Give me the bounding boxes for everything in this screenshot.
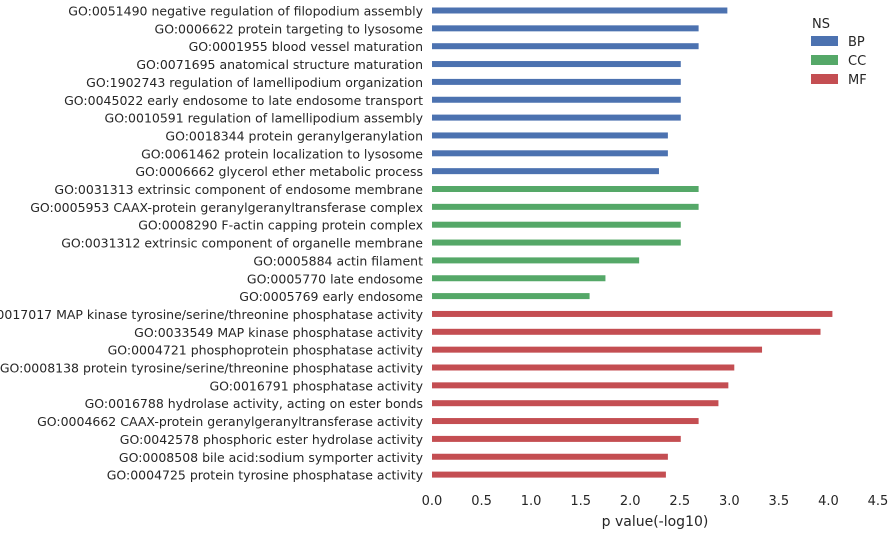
category-label-0: GO:0051490 negative regulation of filopo… (68, 4, 423, 19)
category-label-13: GO:0031312 extrinsic component of organe… (61, 236, 423, 251)
x-tick-label-0: 0.0 (422, 494, 443, 509)
category-label-2: GO:0001955 blood vessel maturation (189, 39, 423, 54)
bar-21 (432, 382, 729, 389)
x-ticks-group: 0.0 0.5 1.0 1.5 2.0 2.5 3.0 3.5 4.0 4.5 (422, 494, 889, 509)
category-label-7: GO:0018344 protein geranylgeranylation (165, 128, 423, 143)
bar-15 (432, 275, 606, 282)
category-label-5: GO:0045022 early endosome to late endoso… (64, 93, 423, 108)
category-label-26: GO:0004725 protein tyrosine phosphatase … (107, 468, 424, 483)
category-label-1: GO:0006622 protein targeting to lysosome (155, 21, 424, 36)
bars-group (432, 7, 833, 478)
category-labels-group: GO:0051490 negative regulation of filopo… (0, 4, 424, 483)
x-axis-label: p value(-log10) (602, 514, 709, 530)
legend-label-mf: MF (848, 73, 867, 88)
bar-23 (432, 418, 699, 425)
category-label-17: GO:0017017 MAP kinase tyrosine/serine/th… (0, 307, 424, 322)
bar-17 (432, 310, 833, 317)
x-tick-label-8: 4.0 (818, 494, 839, 509)
category-label-23: GO:0004662 CAAX-protein geranylgeranyltr… (37, 414, 424, 429)
category-label-4: GO:1902743 regulation of lamellipodium o… (86, 75, 423, 90)
legend: NS BP CC MF (811, 17, 867, 88)
bar-10 (432, 186, 699, 192)
bar-4 (432, 78, 681, 85)
bar-12 (432, 221, 681, 228)
category-label-3: GO:0071695 anatomical structure maturati… (136, 57, 423, 72)
x-tick-label-9: 4.5 (868, 494, 889, 509)
bar-1 (432, 25, 699, 32)
x-tick-label-6: 3.0 (719, 494, 740, 509)
category-label-11: GO:0005953 CAAX-protein geranylgeranyltr… (30, 200, 423, 215)
x-tick-label-1: 0.5 (471, 494, 492, 509)
legend-swatch-cc (811, 55, 838, 65)
category-label-10: GO:0031313 extrinsic component of endoso… (54, 182, 423, 197)
bar-24 (432, 435, 681, 442)
bar-22 (432, 400, 719, 407)
bar-5 (432, 96, 681, 103)
category-label-15: GO:0005770 late endosome (247, 271, 423, 286)
bar-13 (432, 239, 681, 246)
category-label-8: GO:0061462 protein localization to lysos… (141, 146, 423, 161)
bar-14 (432, 257, 640, 264)
category-label-20: GO:0008138 protein tyrosine/serine/threo… (0, 361, 424, 376)
category-label-19: GO:0004721 phosphoprotein phosphatase ac… (108, 343, 424, 358)
category-label-21: GO:0016791 phosphatase activity (209, 378, 423, 393)
category-label-6: GO:0010591 regulation of lamellipodium a… (105, 111, 424, 126)
bar-0 (432, 7, 728, 14)
x-tick-label-2: 1.0 (521, 494, 542, 509)
category-label-22: GO:0016788 hydrolase activity, acting on… (85, 396, 423, 411)
bar-18 (432, 328, 821, 335)
category-label-25: GO:0008508 bile acid:sodium symporter ac… (119, 450, 424, 465)
category-label-16: GO:0005769 early endosome (239, 289, 423, 304)
category-label-24: GO:0042578 phosphoric ester hydrolase ac… (120, 432, 424, 447)
x-tick-label-5: 2.5 (669, 494, 690, 509)
category-label-14: GO:0005884 actin filament (253, 253, 423, 268)
bar-6 (432, 114, 681, 121)
legend-label-cc: CC (848, 54, 866, 69)
bar-8 (432, 150, 668, 157)
bar-3 (432, 61, 681, 68)
bar-11 (432, 203, 699, 210)
legend-swatch-bp (811, 36, 838, 46)
bar-16 (432, 293, 590, 300)
bar-2 (432, 43, 699, 50)
legend-swatch-mf (811, 74, 838, 84)
bar-25 (432, 453, 668, 460)
bar-7 (432, 132, 668, 139)
x-tick-label-4: 2.0 (620, 494, 641, 509)
bar-20 (432, 364, 735, 371)
legend-label-bp: BP (848, 35, 865, 50)
bar-26 (432, 471, 666, 478)
category-label-9: GO:0006662 glycerol ether metabolic proc… (135, 164, 423, 179)
legend-items: BP CC MF (811, 35, 867, 88)
category-label-18: GO:0033549 MAP kinase phosphatase activi… (134, 325, 423, 340)
x-tick-label-7: 3.5 (769, 494, 790, 509)
legend-title: NS (812, 17, 830, 32)
bar-19 (432, 346, 763, 353)
bar-9 (432, 168, 659, 175)
category-label-12: GO:0008290 F-actin capping protein compl… (138, 218, 423, 233)
x-tick-label-3: 1.5 (570, 494, 591, 509)
